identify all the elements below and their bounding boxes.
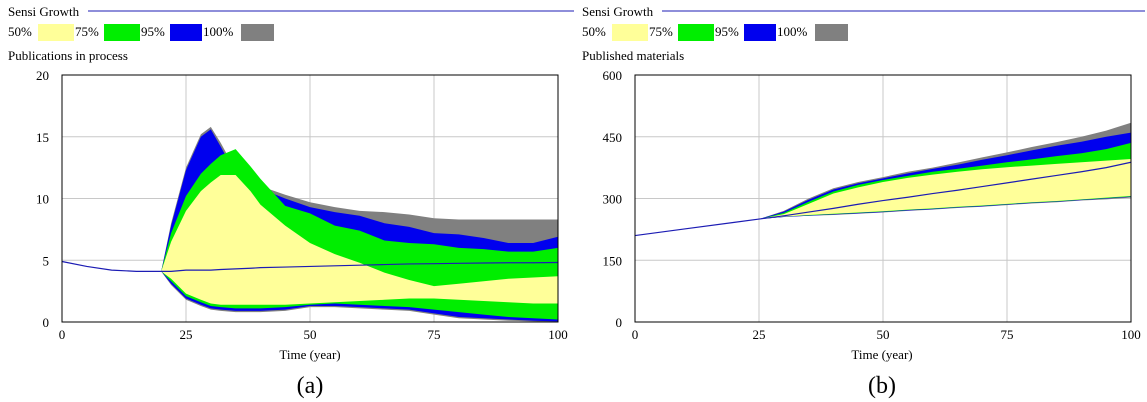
legend-a-swatch-100 xyxy=(241,24,274,41)
band-50-b xyxy=(635,158,1131,236)
legend-b-swatch-75 xyxy=(678,24,714,41)
y-tick-label: 20 xyxy=(36,68,49,83)
panel-a-legend: 50% 75% 95% 100% xyxy=(8,24,274,41)
y-tick-label: 10 xyxy=(36,192,49,207)
legend-b-swatch-95 xyxy=(744,24,776,41)
panel-b-ylabel: Published materials xyxy=(582,48,684,63)
panel-b-title: Sensi Growth xyxy=(582,4,654,19)
legend-a-label-75: 75% xyxy=(75,24,99,39)
panel-a-caption: (a) xyxy=(297,373,324,399)
legend-a-swatch-95 xyxy=(170,24,202,41)
band-50-a xyxy=(62,175,558,305)
panel-b: Sensi Growth 50% 75% 95% 100% Published … xyxy=(582,4,1145,399)
panel-b-legend: 50% 75% 95% 100% xyxy=(582,24,848,41)
panel-b-caption: (b) xyxy=(868,373,896,399)
legend-b-label-100: 100% xyxy=(777,24,808,39)
panel-b-xlabel: Time (year) xyxy=(851,347,912,362)
panel-a-xlabel: Time (year) xyxy=(279,347,340,362)
y-tick-label: 5 xyxy=(43,253,50,268)
base-run-line-a xyxy=(61,260,559,272)
panel-b-plot: 0 25 50 75 100 0 150 300 450 600 xyxy=(603,68,1141,342)
legend-a-label-50: 50% xyxy=(8,24,32,39)
y-tick-label: 0 xyxy=(616,315,623,330)
legend-a-label-100: 100% xyxy=(203,24,234,39)
panel-a: Sensi Growth 50% 75% 95% 100% Publicatio… xyxy=(8,4,574,399)
legend-b-swatch-50 xyxy=(612,24,648,41)
x-tick-label: 50 xyxy=(304,327,317,342)
x-tick-label: 100 xyxy=(548,327,568,342)
y-tick-label: 150 xyxy=(603,253,623,268)
legend-b-swatch-100 xyxy=(815,24,848,41)
x-tick-label: 75 xyxy=(428,327,441,342)
x-tick-label: 75 xyxy=(1001,327,1014,342)
y-tick-label: 450 xyxy=(603,130,623,145)
y-tick-label: 0 xyxy=(43,315,50,330)
y-tick-label: 600 xyxy=(603,68,623,83)
x-tick-label: 25 xyxy=(180,327,193,342)
x-tick-label: 0 xyxy=(59,327,66,342)
legend-b-label-95: 95% xyxy=(715,24,739,39)
x-tick-label: 25 xyxy=(753,327,766,342)
legend-a-label-95: 95% xyxy=(141,24,165,39)
panel-a-ylabel: Publications in process xyxy=(8,48,128,63)
base-run-line-b xyxy=(634,161,1132,237)
panel-a-title: Sensi Growth xyxy=(8,4,80,19)
y-tick-label: 300 xyxy=(603,192,623,207)
plot-frame-b xyxy=(634,74,1132,323)
legend-b-label-50: 50% xyxy=(582,24,606,39)
legend-b-label-75: 75% xyxy=(649,24,673,39)
plot-frame-a xyxy=(61,74,559,323)
x-tick-label: 0 xyxy=(632,327,639,342)
y-tick-label: 15 xyxy=(36,130,49,145)
x-tick-label: 50 xyxy=(877,327,890,342)
legend-a-swatch-50 xyxy=(38,24,74,41)
legend-a-swatch-75 xyxy=(104,24,140,41)
x-tick-label: 100 xyxy=(1121,327,1141,342)
panel-a-plot: 0 25 50 75 100 0 5 10 15 20 xyxy=(36,68,568,342)
